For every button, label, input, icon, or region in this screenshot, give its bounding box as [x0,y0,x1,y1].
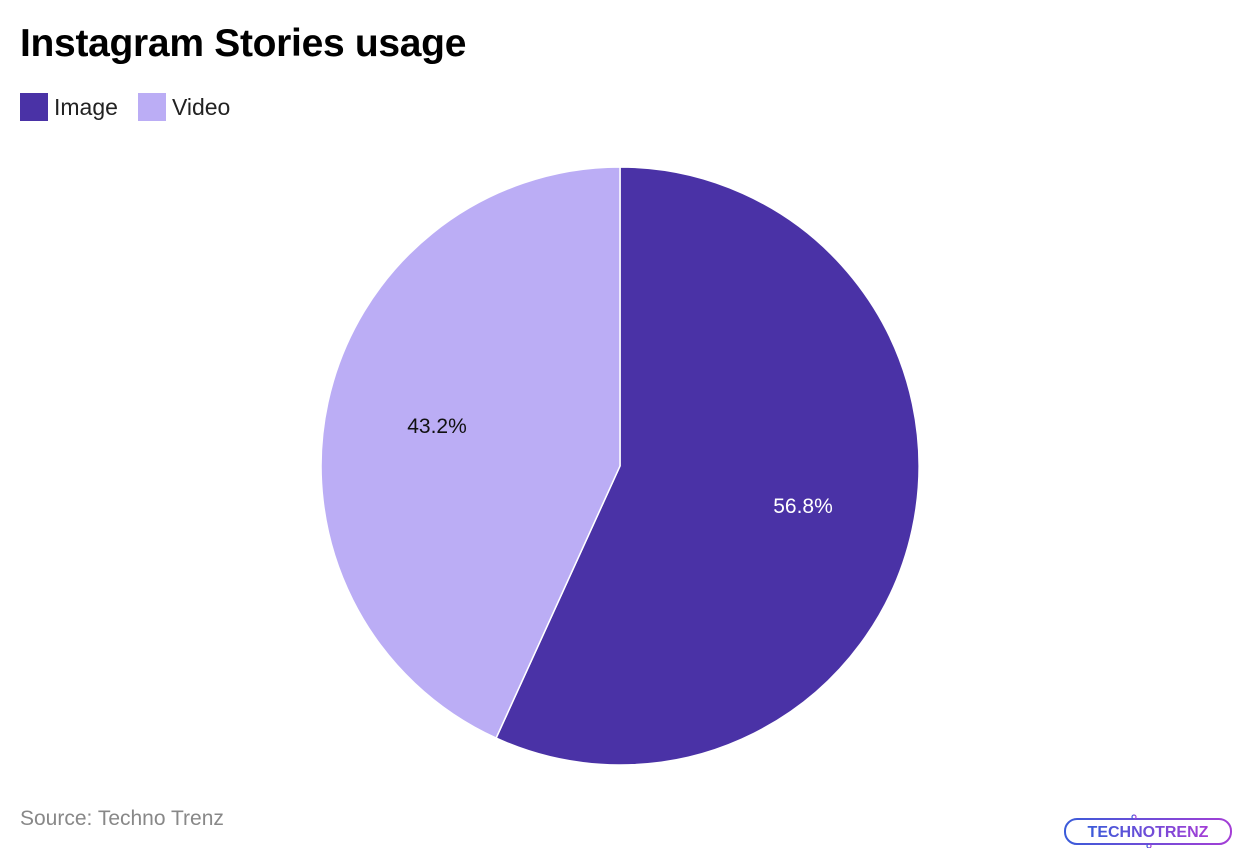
slice-label-video: 43.2% [407,415,467,438]
pie-slice-image [495,166,920,766]
pie-slice-video [320,166,621,740]
technotrenz-logo: TECHNOTRENZ [1064,814,1232,848]
legend-item-video: Video [137,93,231,121]
legend-label-image: Image [54,93,118,120]
legend: Image Video [20,93,250,121]
legend-swatch-video [137,93,166,121]
slice-label-image: 56.8% [773,495,833,518]
chart-title: Instagram Stories usage [20,22,467,65]
legend-item-image: Image [20,93,118,121]
legend-swatch-image [20,93,48,121]
legend-label-video: Video [171,93,231,120]
logo-text: TECHNOTRENZ [1088,824,1209,841]
source-note: Source: Techno Trenz [20,807,224,830]
